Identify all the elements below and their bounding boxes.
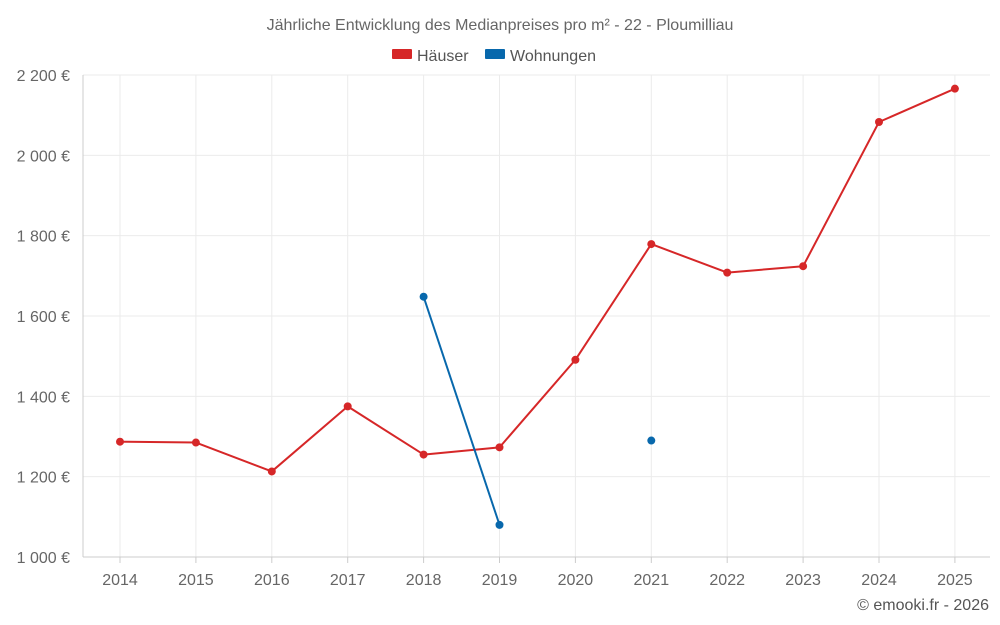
y-tick-label: 2 000 € xyxy=(17,148,70,165)
y-tick-label: 1 000 € xyxy=(17,550,70,567)
grid xyxy=(83,74,990,557)
x-tick-label: 2014 xyxy=(102,572,138,589)
series-line-segment-haeuser xyxy=(346,405,425,456)
series-line-segment-haeuser xyxy=(650,243,729,274)
y-tick-label: 1 200 € xyxy=(17,470,70,487)
data-point-haeuser[interactable] xyxy=(191,438,200,447)
x-tick-label: 2023 xyxy=(785,572,821,589)
credit-text: © emooki.fr - 2026 xyxy=(857,597,989,614)
x-tick-label: 2024 xyxy=(861,572,897,589)
data-point-wohnungen[interactable] xyxy=(495,520,504,529)
x-tick-label: 2018 xyxy=(406,572,442,589)
data-point-haeuser[interactable] xyxy=(723,268,732,277)
data-point-haeuser[interactable] xyxy=(343,402,352,411)
series-line-segment-wohnungen xyxy=(422,295,501,526)
x-tick-label: 2022 xyxy=(709,572,745,589)
data-point-haeuser[interactable] xyxy=(571,355,580,364)
y-tick-label: 2 200 € xyxy=(17,68,70,85)
x-tick-label: 2020 xyxy=(558,572,594,589)
series-line-segment-haeuser xyxy=(574,243,653,361)
y-tick-label: 1 400 € xyxy=(17,389,70,406)
series-line-segment-haeuser xyxy=(878,87,956,123)
legend: Häuser Wohnungen xyxy=(392,48,596,65)
data-point-haeuser[interactable] xyxy=(495,443,504,452)
data-point-wohnungen[interactable] xyxy=(647,436,656,445)
legend-item-haeuser[interactable]: Häuser xyxy=(392,48,469,65)
x-tick-label: 2016 xyxy=(254,572,290,589)
y-axis: 1 000 € 1 200 € 1 400 € 1 600 € 1 800 € 2 000… xyxy=(17,68,84,567)
series-haeuser xyxy=(116,84,959,476)
x-tick-label: 2025 xyxy=(937,572,973,589)
data-point-haeuser[interactable] xyxy=(419,450,428,459)
series-line-segment-haeuser xyxy=(270,405,349,473)
x-tick-label: 2019 xyxy=(482,572,518,589)
legend-swatch-haeuser xyxy=(392,49,412,59)
x-tick-label: 2017 xyxy=(330,572,366,589)
data-point-haeuser[interactable] xyxy=(875,117,883,126)
series-line-segment-haeuser xyxy=(422,446,501,456)
data-point-haeuser[interactable] xyxy=(267,467,276,476)
series-line-segment-haeuser xyxy=(194,441,273,473)
legend-swatch-wohnungen xyxy=(485,49,505,59)
data-point-haeuser[interactable] xyxy=(799,262,808,271)
legend-label-haeuser: Häuser xyxy=(417,48,469,65)
x-axis: 2014 2015 2016 2017 2018 2019 2020 2021 2022 2023… xyxy=(83,556,990,589)
y-tick-label: 1 800 € xyxy=(17,229,70,246)
series-line-segment-haeuser xyxy=(726,265,805,274)
chart-title: Jährliche Entwicklung des Medianpreises … xyxy=(267,17,734,34)
data-point-wohnungen[interactable] xyxy=(419,292,428,301)
x-tick-label: 2021 xyxy=(634,572,670,589)
data-point-haeuser[interactable] xyxy=(647,240,656,249)
legend-label-wohnungen: Wohnungen xyxy=(510,48,596,65)
series-line-segment-haeuser xyxy=(119,440,197,444)
data-point-haeuser[interactable] xyxy=(950,84,959,93)
data-point-haeuser[interactable] xyxy=(116,437,124,446)
x-tick-label: 2015 xyxy=(178,572,214,589)
series-wohnungen xyxy=(419,292,656,529)
legend-item-wohnungen[interactable]: Wohnungen xyxy=(485,48,596,65)
y-tick-label: 1 600 € xyxy=(17,309,70,326)
series-line-segment-haeuser xyxy=(498,358,577,449)
series-line-segment-haeuser xyxy=(802,120,880,268)
series-layer xyxy=(116,84,959,529)
